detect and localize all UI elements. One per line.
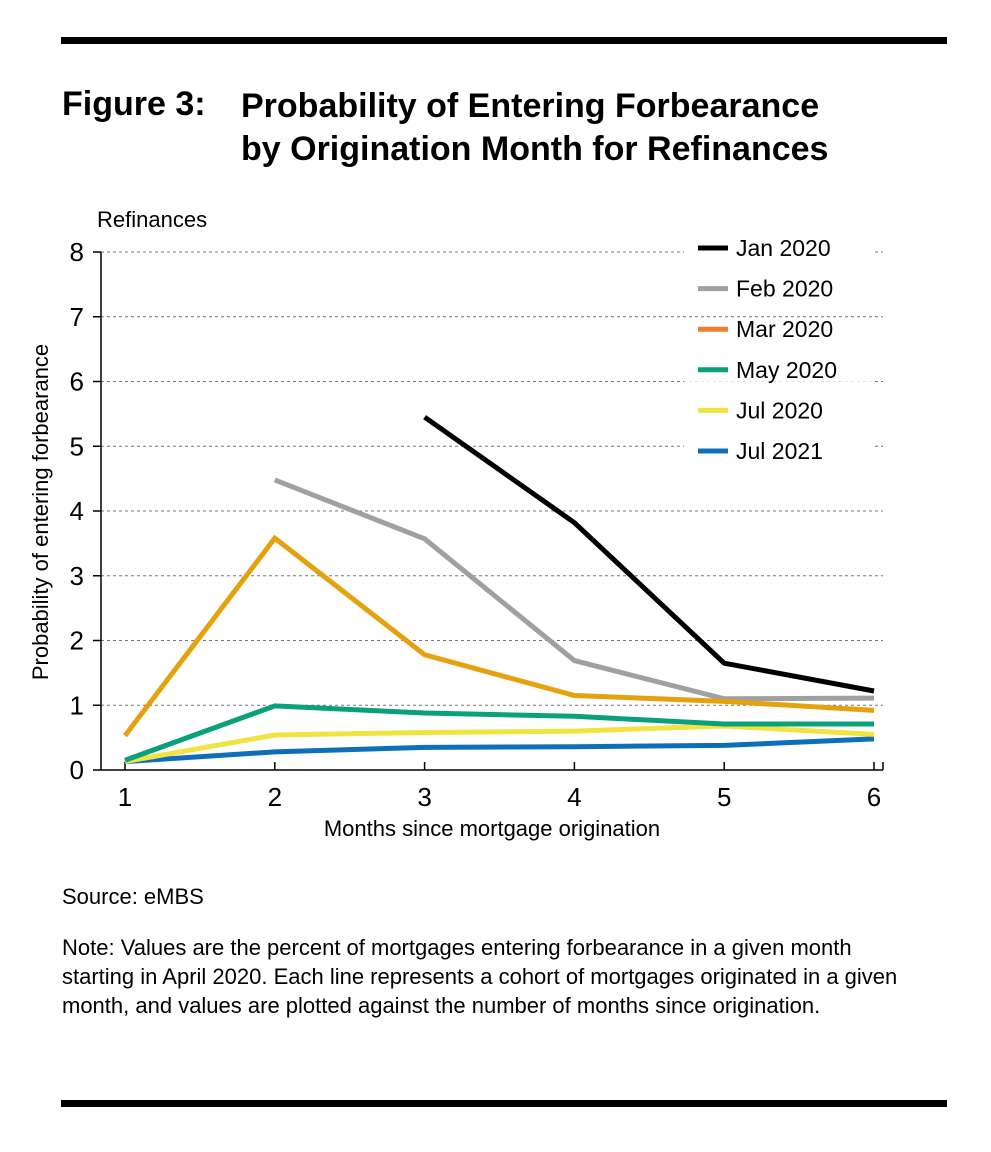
x-axis: 1 2 3 4 5 6	[101, 762, 884, 812]
y-tick-label: 5	[70, 431, 84, 461]
y-tick-label: 0	[70, 755, 84, 785]
source-text: Source: eMBS	[62, 884, 204, 909]
top-rule	[61, 37, 947, 44]
y-tick-label: 2	[70, 626, 84, 656]
x-tick-label: 6	[867, 782, 881, 812]
figure-title-line-1: Probability of Entering Forbearance	[241, 87, 820, 125]
series-line-may-2020	[124, 703, 874, 763]
legend: Jan 2020 Feb 2020 Mar 2020 May 2020 Jul 2020…	[684, 235, 874, 464]
legend-label: Jan 2020	[736, 235, 831, 261]
figure-label: Figure 3:	[62, 85, 206, 123]
legend-label: Jul 2020	[736, 397, 823, 423]
y-tick-label: 6	[70, 367, 84, 397]
line-chart: 0 1 2 3 4 5 6 7 8 1 2 3 4 5 6 Jan 2020 Feb 2020 Mar 202…	[28, 207, 884, 841]
legend-background	[684, 238, 874, 260]
y-tick-label: 4	[70, 496, 84, 526]
y-tick-label: 8	[70, 237, 84, 267]
x-tick-label: 4	[567, 782, 581, 812]
y-axis-label: Probability of entering forbearance	[28, 344, 53, 680]
x-tick-label: 1	[118, 782, 132, 812]
x-axis-label: Months since mortgage origination	[324, 816, 660, 841]
legend-label: Mar 2020	[736, 316, 833, 342]
legend-background	[684, 441, 874, 463]
y-tick-label: 7	[70, 302, 84, 332]
bottom-rule	[61, 1100, 947, 1107]
legend-background	[684, 319, 874, 342]
legend-label: May 2020	[736, 357, 837, 383]
figure-title: Probability of Entering Forbearance by O…	[241, 85, 828, 171]
x-tick-label: 3	[417, 782, 431, 812]
series-line-jul-2020	[124, 723, 875, 765]
legend-label: Feb 2020	[736, 276, 833, 302]
x-tick-label: 5	[717, 782, 731, 812]
y-tick-label: 3	[70, 561, 84, 591]
series-line-feb-2020	[273, 477, 875, 702]
figure-title-line-2: by Origination Month for Refinances	[241, 130, 829, 168]
legend-background	[684, 278, 874, 301]
legend-background	[684, 359, 874, 382]
chart-subtitle: Refinances	[97, 207, 207, 232]
y-axis: 0 1 2 3 4 5 6 7 8	[70, 237, 102, 785]
series-lines	[123, 415, 875, 765]
gridlines	[101, 251, 883, 706]
legend-label: Jul 2021	[736, 438, 823, 464]
y-tick-label: 1	[70, 690, 84, 720]
series-line-jan-2020	[423, 415, 875, 694]
x-tick-label: 2	[268, 782, 282, 812]
note-text: Note: Values are the percent of mortgage…	[62, 935, 898, 1018]
legend-background	[684, 400, 874, 423]
series-line-mar-2020	[123, 534, 875, 738]
series-line-jul-2021	[124, 736, 875, 765]
